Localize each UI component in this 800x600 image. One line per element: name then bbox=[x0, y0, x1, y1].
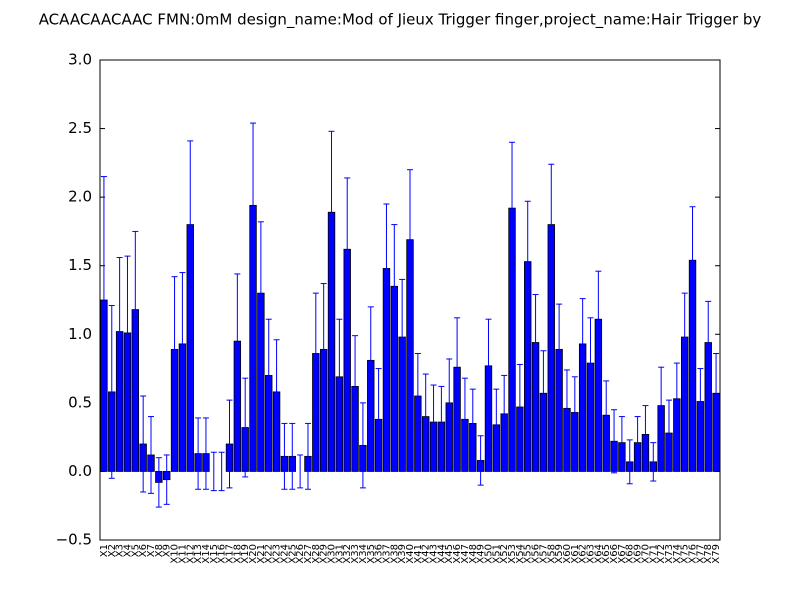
x-tick-label: X79 bbox=[711, 544, 722, 564]
x-tick-label: X31 bbox=[334, 544, 345, 564]
x-tick-label: X64 bbox=[593, 544, 604, 564]
x-tick-label: X27 bbox=[303, 544, 314, 564]
x-tick-label: X54 bbox=[515, 544, 526, 564]
x-tick-label: X24 bbox=[279, 544, 290, 564]
x-tick-label: X29 bbox=[319, 544, 330, 564]
x-tick-label: X47 bbox=[460, 544, 471, 564]
y-tick-label: 0.0 bbox=[68, 462, 92, 480]
x-tick-label: X10 bbox=[170, 544, 181, 564]
x-tick-label: X61 bbox=[570, 544, 581, 564]
x-tick-label: X56 bbox=[531, 544, 542, 564]
x-tick-label: X35 bbox=[366, 544, 377, 564]
x-tick-label: X62 bbox=[578, 544, 589, 564]
x-tick-label: X3 bbox=[115, 544, 126, 557]
x-tick-label: X4 bbox=[122, 544, 133, 557]
x-tick-label: X32 bbox=[342, 544, 353, 564]
y-tick-label: 1.5 bbox=[68, 256, 92, 274]
y-tick-label: 0.5 bbox=[68, 393, 92, 411]
x-tick-label: X16 bbox=[217, 544, 228, 564]
x-tick-label: X46 bbox=[452, 544, 463, 564]
x-tick-label: X21 bbox=[256, 544, 267, 564]
x-tick-label: X41 bbox=[413, 544, 424, 564]
x-tick-label: X72 bbox=[656, 544, 667, 564]
x-tick-label: X60 bbox=[562, 544, 573, 564]
axes-frame bbox=[99, 59, 721, 541]
x-tick-label: X48 bbox=[468, 544, 479, 564]
x-tick-label: X74 bbox=[672, 544, 683, 564]
x-tick-label: X67 bbox=[617, 544, 628, 564]
x-tick-label: X52 bbox=[499, 544, 510, 564]
x-tick-label: X13 bbox=[193, 544, 204, 564]
x-tick-label: X44 bbox=[436, 544, 447, 564]
x-tick-label: X63 bbox=[586, 544, 597, 564]
x-tick-label: X20 bbox=[248, 544, 259, 564]
x-tick-label: X1 bbox=[99, 544, 110, 557]
x-tick-label: X8 bbox=[154, 544, 165, 557]
x-tick-label: X11 bbox=[177, 544, 188, 564]
x-tick-label: X7 bbox=[146, 544, 157, 557]
x-tick-label: X71 bbox=[648, 544, 659, 564]
x-tick-label: X2 bbox=[107, 544, 118, 557]
x-tick-label: X50 bbox=[483, 544, 494, 564]
x-tick-label: X57 bbox=[538, 544, 549, 564]
y-tick-label: −0.5 bbox=[56, 531, 92, 549]
x-tick-label: X42 bbox=[421, 544, 432, 564]
x-tick-label: X36 bbox=[374, 544, 385, 564]
y-tick-label: 2.5 bbox=[68, 119, 92, 137]
x-tick-label: X38 bbox=[389, 544, 400, 564]
chart-title: ACAACAACAAC FMN:0mM design_name:Mod of J… bbox=[39, 11, 762, 30]
x-tick-label: X69 bbox=[633, 544, 644, 564]
x-tick-label: X17 bbox=[224, 544, 235, 564]
x-tick-label: X33 bbox=[350, 544, 361, 564]
x-tick-label: X28 bbox=[311, 544, 322, 564]
x-tick-label: X65 bbox=[601, 544, 612, 564]
x-tick-label: X77 bbox=[695, 544, 706, 564]
x-tick-label: X12 bbox=[185, 544, 196, 564]
y-tick-label: 3.0 bbox=[68, 51, 92, 69]
x-tick-label: X68 bbox=[625, 544, 636, 564]
x-tick-label: X18 bbox=[232, 544, 243, 564]
x-tick-label: X58 bbox=[546, 544, 557, 564]
x-tick-label: X45 bbox=[444, 544, 455, 564]
x-tick-label: X53 bbox=[507, 544, 518, 564]
x-tick-label: X19 bbox=[240, 544, 251, 564]
x-tick-label: X37 bbox=[381, 544, 392, 564]
x-tick-label: X26 bbox=[295, 544, 306, 564]
x-tick-label: X59 bbox=[554, 544, 565, 564]
x-tick-label: X14 bbox=[201, 544, 212, 564]
x-tick-label: X25 bbox=[287, 544, 298, 564]
x-tick-label: X73 bbox=[664, 544, 675, 564]
x-tick-label: X9 bbox=[162, 544, 173, 557]
x-tick-label: X40 bbox=[405, 544, 416, 564]
x-tick-label: X5 bbox=[130, 544, 141, 557]
x-tick-label: X66 bbox=[609, 544, 620, 564]
x-tick-label: X30 bbox=[327, 544, 338, 564]
x-tick-label: X51 bbox=[491, 544, 502, 564]
y-tick-label: 1.0 bbox=[68, 325, 92, 343]
y-tick-label: 2.0 bbox=[68, 188, 92, 206]
x-tick-label: X55 bbox=[523, 544, 534, 564]
x-tick-label: X76 bbox=[688, 544, 699, 564]
x-tick-label: X22 bbox=[264, 544, 275, 564]
x-tick-label: X70 bbox=[640, 544, 651, 564]
x-tick-label: X78 bbox=[703, 544, 714, 564]
x-tick-label: X23 bbox=[272, 544, 283, 564]
x-tick-label: X39 bbox=[397, 544, 408, 564]
x-tick-label: X34 bbox=[358, 544, 369, 564]
x-tick-label: X43 bbox=[429, 544, 440, 564]
x-tick-label: X15 bbox=[209, 544, 220, 564]
x-tick-label: X49 bbox=[476, 544, 487, 564]
x-tick-label: X6 bbox=[138, 544, 149, 557]
x-tick-label: X75 bbox=[680, 544, 691, 564]
